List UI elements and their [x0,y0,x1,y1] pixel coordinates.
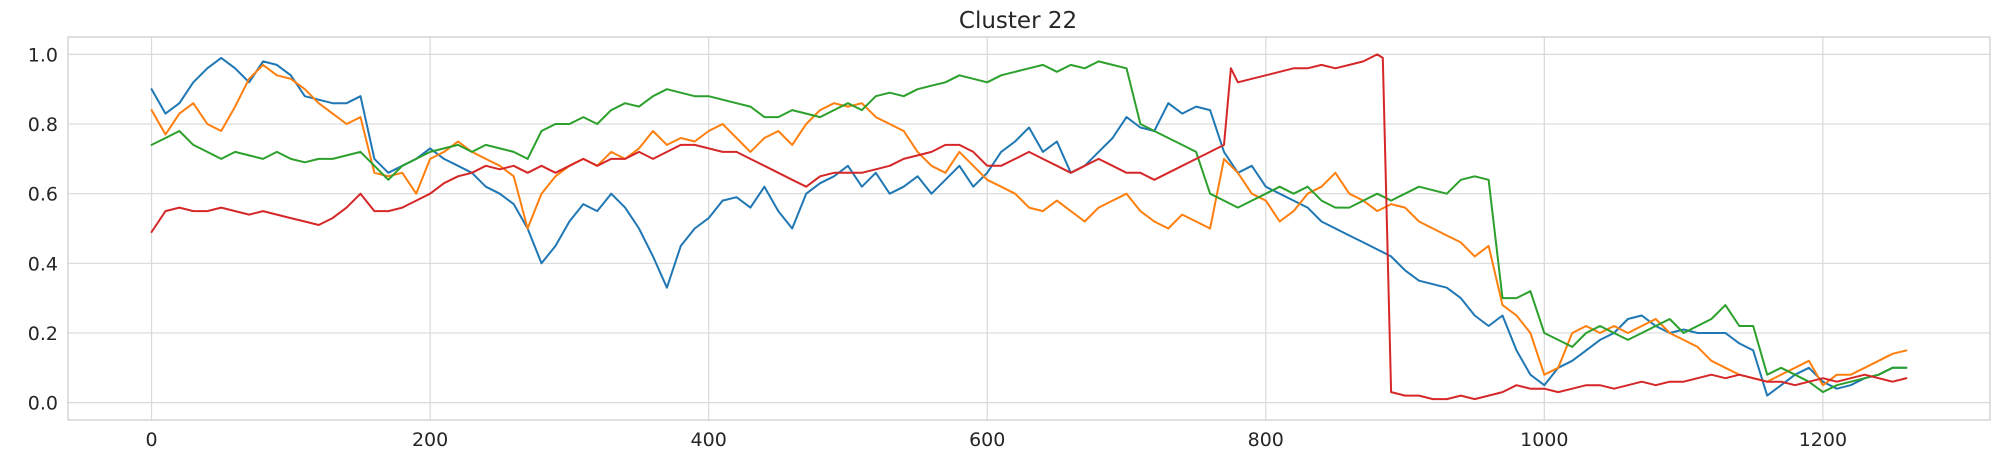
y-tick-label: 0.0 [28,393,58,415]
x-tick-label: 1200 [1799,429,1847,451]
y-tick-label: 0.8 [28,114,58,136]
series-line-2 [150,63,1908,387]
y-tick-label: 0.2 [28,323,58,345]
y-tick-labels: 0.0 0.2 0.4 0.6 0.8 1.0 [28,44,58,414]
x-tick-label: 1000 [1520,429,1568,451]
x-tick-label: 600 [969,429,1005,451]
x-tick-label: 0 [146,429,158,451]
x-tick-label: 200 [412,429,448,451]
plot-background [68,37,1990,420]
series-line-4 [150,53,1908,401]
y-tick-label: 1.0 [28,44,58,66]
series-lines [150,53,1908,401]
x-tick-label: 800 [1248,429,1284,451]
series-line-3 [150,60,1908,394]
x-tick-labels: 0 200 400 600 800 1000 1200 [146,429,1848,451]
chart-title: Cluster 22 [959,8,1077,34]
y-tick-label: 0.4 [28,253,58,275]
y-tick-label: 0.6 [28,184,58,206]
x-tick-label: 400 [691,429,727,451]
plot-frame [67,36,1991,421]
